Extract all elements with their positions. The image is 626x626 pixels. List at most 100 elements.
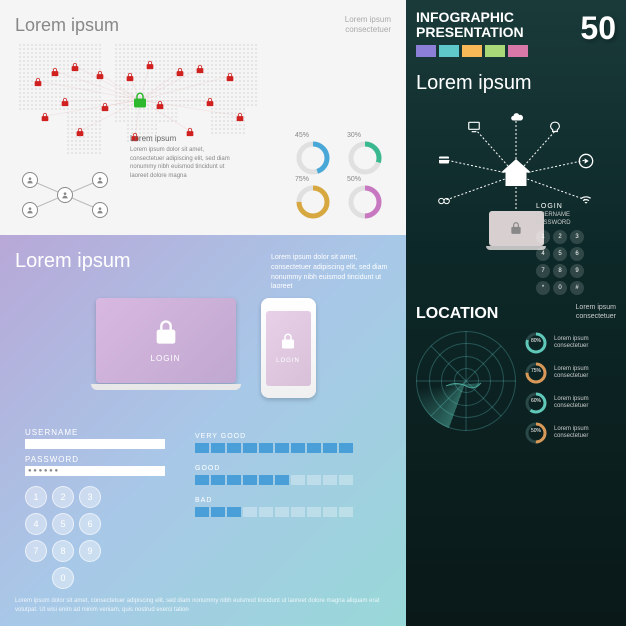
lock-marker-icon	[95, 68, 105, 80]
right-column: INFOGRAPHICPRESENTATION 50 Lorem ipsum	[406, 0, 626, 626]
lock-marker-icon	[33, 75, 43, 87]
right-title: Lorem ipsum	[416, 72, 616, 95]
right-bottom: 80%Lorem ipsumconsectetuer 75%Lorem ipsum…	[416, 331, 616, 445]
color-swatch	[416, 45, 436, 57]
left-column: Lorem ipsum Lorem ipsum consectetuer	[0, 0, 406, 626]
lock-icon	[279, 332, 297, 350]
username-field[interactable]	[25, 439, 165, 449]
keypad-key[interactable]: 2	[52, 486, 74, 508]
bar-group: BAD	[195, 497, 375, 517]
lock-marker-icon	[125, 70, 135, 82]
radar-chart	[416, 331, 516, 431]
keypad-key[interactable]: 0	[553, 281, 567, 295]
keypad-key[interactable]: 7	[536, 264, 550, 278]
keypad-key[interactable]: 4	[536, 247, 550, 261]
keypad-key[interactable]: 1	[25, 486, 47, 508]
lock-marker-icon	[70, 60, 80, 72]
color-swatch	[462, 45, 482, 57]
username-label: USERNAME	[25, 428, 165, 437]
keypad-key[interactable]: 9	[79, 540, 101, 562]
login-form: USERNAME PASSWORD ● ● ● ● ● ● 123 456 7890	[25, 428, 165, 589]
donut-chart: 60%Lorem ipsumconsectetuer	[524, 391, 589, 415]
lock-icon	[152, 318, 180, 346]
login-footer-text: Lorem ipsum dolor sit amet, consectetuer…	[15, 597, 385, 614]
header-title: INFOGRAPHICPRESENTATION	[416, 10, 528, 41]
header-number: 50	[580, 10, 616, 47]
lock-marker-icon	[235, 110, 245, 122]
login-label: LOGIN	[276, 358, 300, 364]
keypad-key[interactable]: 6	[570, 247, 584, 261]
lock-marker-icon	[195, 62, 205, 74]
lock-marker-icon	[40, 110, 50, 122]
user-icon	[22, 202, 38, 218]
keypad-key[interactable]: 8	[52, 540, 74, 562]
smart-home-diagram: LOGIN USERNAME PASSWORD 123456789*0#	[416, 105, 616, 245]
map-subtitle: Lorem ipsum consectetuer	[345, 15, 391, 36]
strength-bars: VERY GOOD GOOD BAD	[195, 428, 375, 589]
keypad-key[interactable]: 9	[570, 264, 584, 278]
devices-row: LOGIN LOGIN	[15, 298, 391, 398]
keypad-key[interactable]: 5	[52, 513, 74, 535]
keypad-key[interactable]: *	[536, 281, 550, 295]
bar-group: GOOD	[195, 465, 375, 485]
monitor-icon	[466, 120, 482, 139]
color-swatch	[508, 45, 528, 57]
gear-icon	[436, 193, 452, 214]
keypad-key[interactable]: 2	[553, 230, 567, 244]
keypad-key	[25, 567, 47, 589]
color-swatch	[439, 45, 459, 57]
password-label: PASSWORD	[25, 455, 165, 464]
donut-chart: 30%	[347, 140, 391, 176]
lock-icon-center	[131, 89, 149, 111]
user-icon	[92, 172, 108, 188]
lock-marker-icon	[175, 65, 185, 77]
user-icon	[57, 187, 73, 203]
keypad-key[interactable]: 7	[25, 540, 47, 562]
keypad-key[interactable]: 0	[52, 567, 74, 589]
map-paragraph: Lorem ipsum Lorem ipsum dolor sit amet, …	[130, 133, 240, 180]
login-label: LOGIN	[151, 354, 181, 363]
keypad-key[interactable]: 5	[553, 247, 567, 261]
login-panel: Lorem ipsum Lorem ipsum dolor sit amet, …	[0, 235, 406, 626]
donut-chart: 50%	[347, 184, 391, 220]
user-icon	[22, 172, 38, 188]
bulb-icon	[548, 120, 562, 141]
lock-marker-icon	[60, 95, 70, 107]
network-diagram	[15, 170, 115, 220]
color-swatch	[485, 45, 505, 57]
donut-chart: 80%Lorem ipsumconsectetuer	[524, 331, 589, 355]
right-keypad: 123 456 789 *0#	[536, 230, 616, 295]
right-header: INFOGRAPHICPRESENTATION 50	[416, 10, 616, 57]
login-subtitle: Lorem ipsum dolor sit amet, consectetuer…	[271, 253, 391, 292]
keypad-key[interactable]: 6	[79, 513, 101, 535]
lock-marker-icon	[225, 70, 235, 82]
keypad-key[interactable]: 8	[553, 264, 567, 278]
lock-marker-icon	[205, 95, 215, 107]
login-lower: USERNAME PASSWORD ● ● ● ● ● ● 123 456 7890…	[15, 428, 391, 589]
card-icon	[436, 153, 452, 171]
keypad-key[interactable]: 3	[79, 486, 101, 508]
user-icon	[92, 202, 108, 218]
donut-chart: 75%Lorem ipsumconsectetuer	[524, 361, 589, 385]
keypad-key[interactable]: 1	[536, 230, 550, 244]
lock-marker-icon	[145, 58, 155, 70]
donut-chart: 50%Lorem ipsumconsectetuer	[524, 421, 589, 445]
donut-chart: 45%	[295, 140, 339, 176]
right-login-box: LOGIN USERNAME PASSWORD 123456789*0#	[536, 203, 616, 295]
keypad-key[interactable]: 3	[570, 230, 584, 244]
bar-group: VERY GOOD	[195, 433, 375, 453]
map-panel: Lorem ipsum Lorem ipsum consectetuer	[0, 0, 406, 235]
keypad: 123 456 7890	[25, 486, 165, 589]
map-title: Lorem ipsum	[15, 15, 391, 36]
lock-icon	[509, 221, 523, 235]
house-icon	[496, 154, 536, 195]
location-section: LOCATION Lorem ipsumconsectetuer	[416, 305, 616, 321]
donut-chart: 75%	[295, 184, 339, 220]
phone-device: LOGIN	[261, 298, 316, 398]
color-swatches	[416, 45, 528, 57]
keypad-key	[79, 567, 101, 589]
password-field[interactable]: ● ● ● ● ● ●	[25, 466, 165, 476]
keypad-key[interactable]: #	[570, 281, 584, 295]
donut-grid: 45%30%75%50%	[295, 140, 391, 220]
keypad-key[interactable]: 4	[25, 513, 47, 535]
